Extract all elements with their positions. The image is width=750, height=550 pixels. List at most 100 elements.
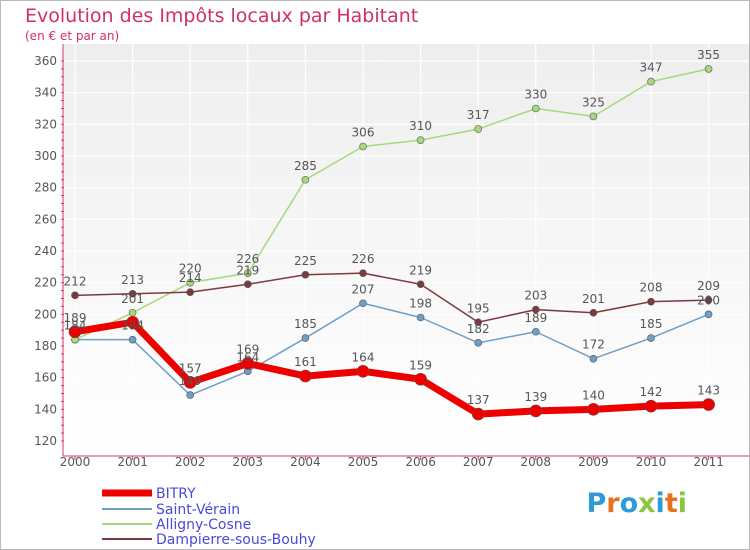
data-label: 226 <box>352 252 375 266</box>
y-tick-label: 200 <box>34 307 57 321</box>
data-point <box>244 269 252 277</box>
legend-label: BITRY <box>156 486 196 502</box>
data-label: 317 <box>467 108 490 122</box>
series-line <box>71 318 713 418</box>
data-label: 212 <box>64 274 87 288</box>
data-point <box>704 296 713 304</box>
x-tick-label: 2000 <box>60 455 91 469</box>
x-tick-label: 2009 <box>578 455 609 469</box>
data-label: 209 <box>697 279 720 293</box>
x-tick-label: 2005 <box>348 455 379 469</box>
data-point <box>589 354 598 363</box>
logo-letter: t <box>664 488 678 519</box>
data-label: 325 <box>582 95 605 109</box>
data-label: 330 <box>524 88 547 102</box>
data-label: 208 <box>640 281 663 295</box>
data-point <box>416 136 425 144</box>
data-label: 189 <box>64 311 87 325</box>
data-point <box>589 308 598 317</box>
data-point <box>301 270 310 279</box>
y-tick-label: 300 <box>34 149 57 163</box>
x-tick-label: 2002 <box>175 455 206 469</box>
data-label: 201 <box>582 292 605 306</box>
data-point <box>529 404 543 418</box>
data-point <box>359 142 367 151</box>
data-label: 306 <box>352 126 375 140</box>
logo-letter: x <box>638 488 656 519</box>
data-label: 137 <box>467 393 490 407</box>
data-label: 225 <box>294 254 317 268</box>
data-point <box>186 278 194 287</box>
data-label: 189 <box>524 311 547 325</box>
chart-subtitle: (en € et par an) <box>25 29 120 43</box>
x-tick-label: 2010 <box>636 455 667 469</box>
data-label: 226 <box>236 252 259 266</box>
data-point <box>128 308 137 317</box>
data-point <box>704 65 713 73</box>
y-tick-label: 340 <box>34 86 57 100</box>
y-tick-label: 360 <box>34 54 57 68</box>
legend-label: Saint-Vérain <box>156 502 240 518</box>
data-label: 203 <box>524 289 547 303</box>
data-point <box>128 289 137 298</box>
data-point <box>68 325 82 339</box>
y-tick-label: 220 <box>34 276 57 290</box>
data-label: 201 <box>121 292 144 306</box>
data-label: 310 <box>409 119 432 133</box>
data-point <box>704 310 713 319</box>
logo-letter: o <box>619 488 639 519</box>
series-line <box>74 302 710 396</box>
x-tick-label: 2001 <box>117 455 148 469</box>
y-tick-label: 140 <box>34 402 57 416</box>
data-label: 200 <box>697 293 720 307</box>
data-label: 164 <box>352 350 375 364</box>
logo-letter: i <box>677 488 687 519</box>
y-tick-label: 180 <box>34 339 57 353</box>
legend-label: Alligny-Cosne <box>156 517 251 533</box>
x-tick-label: 2004 <box>290 455 321 469</box>
data-point <box>474 318 483 327</box>
data-point <box>474 125 483 133</box>
data-label: 142 <box>640 385 663 399</box>
data-point <box>416 280 425 289</box>
y-tick-label: 320 <box>34 117 57 131</box>
data-label: 139 <box>524 390 547 404</box>
y-tick-label: 260 <box>34 212 57 226</box>
data-label: 185 <box>640 317 663 331</box>
data-point <box>186 391 194 399</box>
chart-title: Evolution des Impôts locaux par Habitant <box>25 5 419 27</box>
data-label: 143 <box>697 384 720 398</box>
x-tick-label: 2008 <box>521 455 552 469</box>
x-tick-label: 2003 <box>233 455 264 469</box>
data-point <box>301 175 310 184</box>
data-point <box>531 327 540 336</box>
data-point <box>301 334 310 342</box>
data-label: 172 <box>582 338 605 352</box>
data-label: 355 <box>697 48 720 62</box>
data-label: 161 <box>294 355 317 369</box>
data-label: 219 <box>409 263 432 277</box>
data-label: 157 <box>179 361 202 375</box>
data-label: 169 <box>236 342 259 356</box>
data-label: 198 <box>409 297 432 311</box>
data-point <box>647 334 655 342</box>
data-point <box>647 77 655 86</box>
data-label: 182 <box>467 322 490 336</box>
plot-area <box>63 44 749 456</box>
data-label: 220 <box>179 262 202 276</box>
data-point <box>359 299 367 308</box>
data-label: 207 <box>352 282 375 296</box>
data-label: 195 <box>467 301 490 315</box>
data-point <box>531 104 540 113</box>
data-point <box>244 280 252 289</box>
data-point <box>531 305 540 314</box>
logo-letter: r <box>606 488 620 519</box>
legend-label: Dampierre-sous-Bouhy <box>156 532 316 548</box>
data-label: 149 <box>179 374 202 388</box>
data-label: 140 <box>582 388 605 402</box>
data-point <box>299 369 312 383</box>
data-point <box>359 269 367 277</box>
y-tick-label: 160 <box>34 371 57 385</box>
